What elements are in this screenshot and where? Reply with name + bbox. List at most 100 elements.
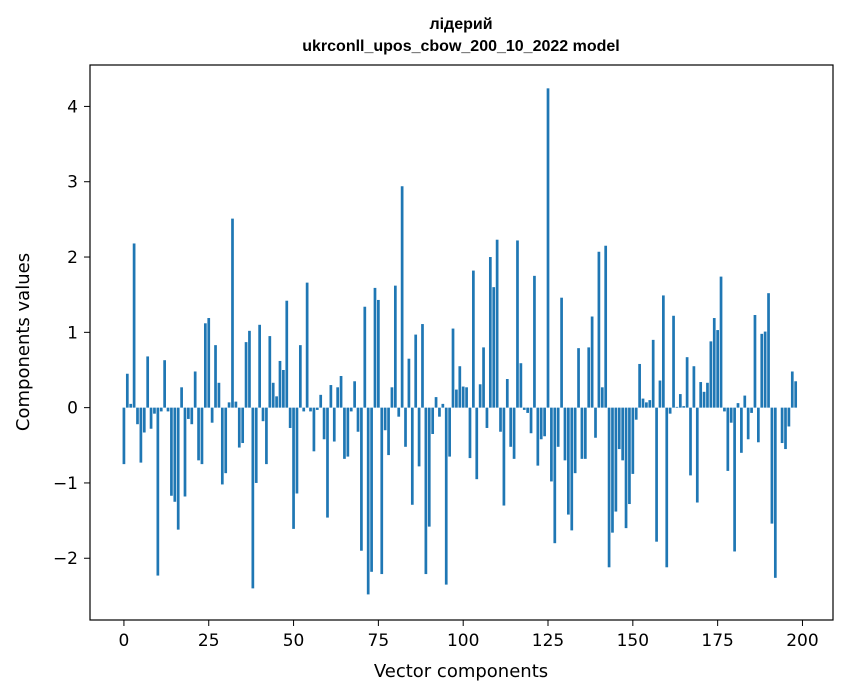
- bar: [577, 348, 580, 408]
- bar: [567, 407, 570, 515]
- bar: [139, 407, 143, 463]
- bar: [193, 371, 197, 408]
- y-tick-label: 0: [67, 399, 78, 419]
- bar: [400, 186, 404, 408]
- bar: [414, 334, 418, 408]
- bar: [356, 407, 360, 432]
- bar: [326, 407, 329, 518]
- bar: [712, 318, 716, 408]
- bar: [478, 384, 482, 408]
- x-tick-label: 0: [119, 631, 130, 651]
- bar: [631, 407, 635, 474]
- bar: [753, 315, 757, 408]
- bar: [295, 407, 299, 494]
- bar: [475, 407, 479, 480]
- y-tick-label: −1: [53, 474, 78, 494]
- bar: [288, 407, 292, 428]
- bar: [244, 342, 248, 408]
- bar: [448, 407, 451, 457]
- bar: [590, 316, 594, 408]
- bar: [282, 369, 285, 408]
- bar: [468, 407, 472, 459]
- bar: [695, 407, 699, 503]
- bar: [237, 407, 241, 448]
- bar: [380, 407, 384, 575]
- bar: [122, 407, 126, 465]
- bar: [275, 396, 278, 408]
- bar: [709, 341, 713, 408]
- bar: [125, 373, 129, 408]
- bar: [706, 382, 709, 408]
- x-tick-label: 50: [283, 631, 305, 651]
- bar: [383, 407, 387, 431]
- bar: [166, 407, 170, 412]
- bar: [624, 407, 628, 529]
- bar: [156, 407, 160, 576]
- bar: [482, 347, 485, 408]
- bar: [628, 407, 631, 505]
- bar: [455, 389, 458, 408]
- bar: [465, 387, 468, 408]
- bar: [495, 239, 499, 408]
- bar: [146, 356, 150, 408]
- bar: [332, 407, 336, 442]
- bar: [607, 407, 611, 568]
- bar: [224, 407, 228, 474]
- bar: [136, 407, 139, 425]
- y-tick-label: 4: [67, 97, 78, 117]
- bar: [190, 407, 194, 425]
- bar: [149, 407, 153, 429]
- bar: [716, 330, 719, 408]
- bar: [600, 387, 604, 408]
- bar: [560, 297, 563, 408]
- bar: [634, 407, 638, 420]
- bar: [441, 403, 445, 408]
- bar: [207, 318, 211, 408]
- bar: [170, 407, 173, 496]
- bar: [641, 398, 645, 408]
- bar: [580, 407, 584, 459]
- bar: [302, 407, 306, 412]
- bar: [197, 407, 200, 461]
- bar: [319, 394, 323, 408]
- bar: [285, 300, 289, 408]
- bar: [587, 347, 591, 408]
- bar: [746, 407, 750, 440]
- bar: [651, 339, 655, 408]
- bar: [444, 407, 448, 585]
- bar: [132, 243, 136, 408]
- y-axis-label: Components values: [13, 253, 34, 431]
- bar: [410, 407, 414, 505]
- bar: [784, 407, 787, 450]
- bar: [505, 379, 509, 408]
- bar: [526, 407, 530, 413]
- bar: [339, 376, 343, 408]
- bar: [512, 407, 516, 459]
- bar: [658, 380, 662, 408]
- bar: [142, 407, 146, 433]
- bar: [241, 407, 245, 444]
- bar: [743, 395, 747, 408]
- bar: [672, 315, 675, 408]
- bar: [611, 407, 614, 533]
- bar: [757, 407, 760, 443]
- bar: [556, 407, 560, 447]
- bar: [176, 407, 180, 530]
- bar: [377, 299, 380, 408]
- bar: [248, 330, 251, 408]
- bar: [472, 270, 475, 408]
- bar: [689, 407, 692, 476]
- y-tick-label: 3: [67, 173, 78, 193]
- bar: [519, 363, 523, 408]
- bar: [305, 282, 309, 408]
- x-tick-label: 75: [368, 631, 390, 651]
- y-tick-label: 1: [67, 323, 78, 343]
- bar: [750, 407, 753, 413]
- x-tick-label: 175: [701, 631, 733, 651]
- bar: [767, 293, 770, 408]
- x-axis-label: Vector components: [374, 661, 548, 682]
- bar: [431, 407, 435, 434]
- bar: [173, 407, 177, 502]
- bar: [231, 218, 234, 408]
